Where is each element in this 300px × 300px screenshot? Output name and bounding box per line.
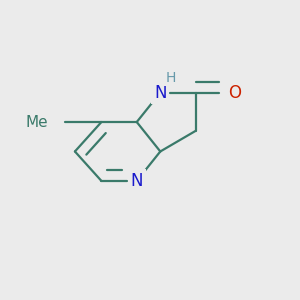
Text: H: H [166,71,176,85]
Text: O: O [228,84,241,102]
Text: Me: Me [26,115,48,130]
Text: N: N [130,172,143,190]
Text: N: N [154,84,167,102]
